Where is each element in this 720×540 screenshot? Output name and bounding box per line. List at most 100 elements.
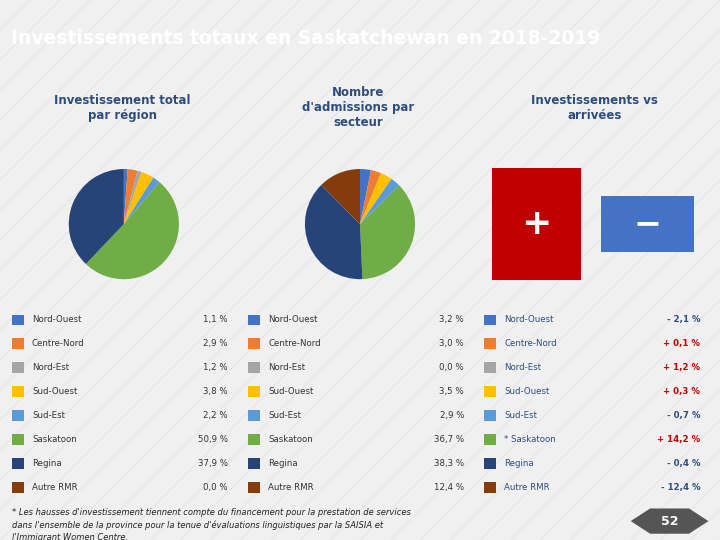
Text: Saskatoon: Saskatoon	[268, 435, 312, 444]
FancyBboxPatch shape	[492, 168, 580, 280]
Text: Sud-Ouest: Sud-Ouest	[268, 387, 313, 396]
Text: 36,7 %: 36,7 %	[434, 435, 464, 444]
Wedge shape	[124, 172, 153, 224]
Wedge shape	[360, 170, 381, 224]
Text: * Saskatoon: * Saskatoon	[504, 435, 556, 444]
Text: Nord-Est: Nord-Est	[504, 363, 541, 372]
Wedge shape	[124, 169, 127, 224]
Text: 38,3 %: 38,3 %	[434, 459, 464, 468]
Text: Nord-Est: Nord-Est	[32, 363, 69, 372]
Text: 2,9 %: 2,9 %	[440, 411, 464, 420]
Text: 1,1 %: 1,1 %	[203, 315, 228, 325]
Text: 3,0 %: 3,0 %	[439, 339, 464, 348]
Wedge shape	[86, 182, 179, 279]
Bar	[484, 482, 496, 493]
Text: + 1,2 %: + 1,2 %	[663, 363, 701, 372]
Text: 2,2 %: 2,2 %	[203, 411, 228, 420]
Text: + 0,3 %: + 0,3 %	[663, 387, 701, 396]
Text: Centre-Nord: Centre-Nord	[32, 339, 84, 348]
Text: Saskatoon: Saskatoon	[32, 435, 76, 444]
Wedge shape	[360, 169, 371, 224]
Text: 3,5 %: 3,5 %	[439, 387, 464, 396]
Bar	[12, 339, 24, 349]
Text: Centre-Nord: Centre-Nord	[268, 339, 320, 348]
Wedge shape	[124, 178, 159, 224]
Text: Nord-Ouest: Nord-Ouest	[268, 315, 318, 325]
Text: 37,9 %: 37,9 %	[198, 459, 228, 468]
Text: + 0,1 %: + 0,1 %	[663, 339, 701, 348]
Wedge shape	[69, 169, 124, 264]
Bar	[484, 362, 496, 373]
Text: - 0,7 %: - 0,7 %	[667, 411, 701, 420]
Bar	[248, 482, 260, 493]
Text: dans l'ensemble de la province pour la tenue d'évaluations linguistiques par la : dans l'ensemble de la province pour la t…	[12, 521, 383, 530]
Bar	[484, 387, 496, 397]
Bar	[248, 458, 260, 469]
Wedge shape	[360, 179, 399, 224]
Text: 1,2 %: 1,2 %	[203, 363, 228, 372]
Text: 0,0 %: 0,0 %	[439, 363, 464, 372]
Wedge shape	[321, 169, 360, 224]
Text: + 14,2 %: + 14,2 %	[657, 435, 701, 444]
Bar	[484, 458, 496, 469]
Text: Sud-Ouest: Sud-Ouest	[32, 387, 77, 396]
Wedge shape	[124, 171, 142, 224]
Text: Regina: Regina	[32, 459, 61, 468]
Text: Sud-Est: Sud-Est	[32, 411, 65, 420]
FancyBboxPatch shape	[600, 196, 694, 252]
Text: - 0,4 %: - 0,4 %	[667, 459, 701, 468]
Bar	[248, 410, 260, 421]
Bar	[12, 458, 24, 469]
Text: Sud-Est: Sud-Est	[268, 411, 301, 420]
Text: 3,2 %: 3,2 %	[439, 315, 464, 325]
Wedge shape	[360, 185, 415, 279]
Text: Investissements vs
arrivées: Investissements vs arrivées	[531, 94, 658, 122]
Text: 2,9 %: 2,9 %	[204, 339, 228, 348]
Text: Centre-Nord: Centre-Nord	[504, 339, 557, 348]
Text: Regina: Regina	[268, 459, 297, 468]
Bar	[248, 314, 260, 325]
Text: Nord-Ouest: Nord-Ouest	[32, 315, 81, 325]
Polygon shape	[631, 509, 708, 534]
Bar	[12, 314, 24, 325]
Bar	[484, 314, 496, 325]
Wedge shape	[360, 173, 392, 224]
Text: 50,9 %: 50,9 %	[198, 435, 228, 444]
Wedge shape	[360, 173, 381, 224]
Wedge shape	[124, 169, 138, 224]
Bar	[484, 410, 496, 421]
Text: 12,4 %: 12,4 %	[434, 483, 464, 492]
Text: Nord-Ouest: Nord-Ouest	[504, 315, 554, 325]
Bar	[484, 434, 496, 445]
Text: - 12,4 %: - 12,4 %	[661, 483, 701, 492]
Text: −: −	[633, 207, 661, 241]
Text: * Les hausses d'investissement tiennent compte du financement pour la prestation: * Les hausses d'investissement tiennent …	[12, 508, 411, 517]
Text: 3,8 %: 3,8 %	[203, 387, 228, 396]
Text: 52: 52	[661, 515, 678, 528]
Bar	[12, 434, 24, 445]
Bar	[248, 387, 260, 397]
Text: Regina: Regina	[504, 459, 534, 468]
Text: Autre RMR: Autre RMR	[32, 483, 78, 492]
Wedge shape	[305, 185, 362, 279]
Text: - 2,1 %: - 2,1 %	[667, 315, 701, 325]
Text: Sud-Est: Sud-Est	[504, 411, 537, 420]
Text: Investissement total
par région: Investissement total par région	[54, 94, 190, 122]
Bar	[12, 482, 24, 493]
Bar	[248, 339, 260, 349]
Text: Sud-Ouest: Sud-Ouest	[504, 387, 549, 396]
Bar	[12, 410, 24, 421]
Text: +: +	[521, 207, 552, 241]
Text: 0,0 %: 0,0 %	[203, 483, 228, 492]
Bar	[12, 387, 24, 397]
Text: Autre RMR: Autre RMR	[504, 483, 550, 492]
Text: Investissements totaux en Saskatchewan en 2018-2019: Investissements totaux en Saskatchewan e…	[11, 29, 600, 48]
Text: l'Immigrant Women Centre.: l'Immigrant Women Centre.	[12, 533, 128, 540]
Text: Nord-Est: Nord-Est	[268, 363, 305, 372]
Bar	[248, 362, 260, 373]
Text: Autre RMR: Autre RMR	[268, 483, 314, 492]
Bar	[12, 362, 24, 373]
Bar	[248, 434, 260, 445]
Text: Nombre
d'admissions par
secteur: Nombre d'admissions par secteur	[302, 86, 414, 130]
Bar	[484, 339, 496, 349]
